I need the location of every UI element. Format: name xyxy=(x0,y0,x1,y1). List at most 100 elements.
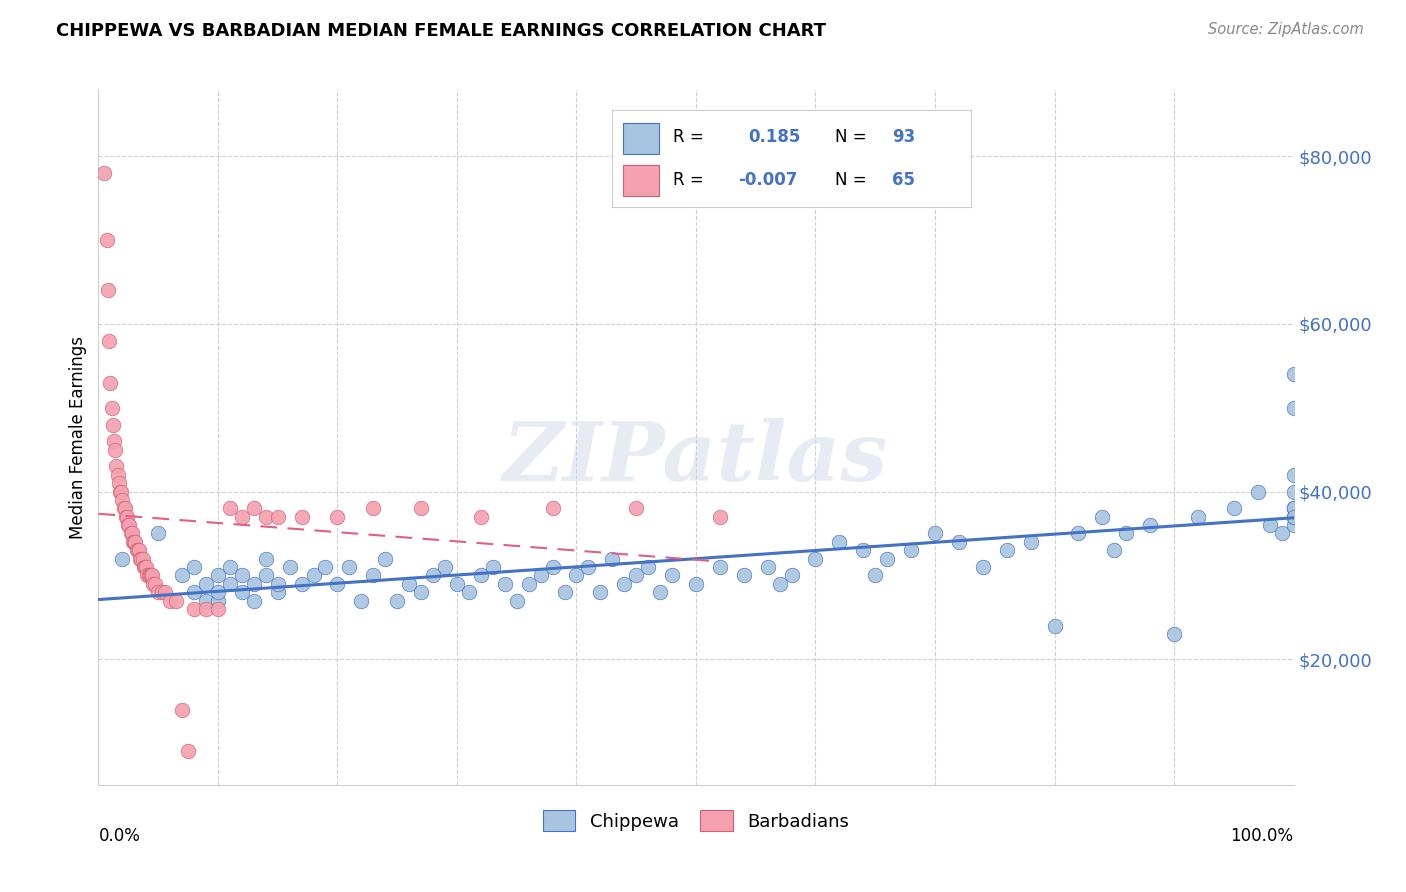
Point xyxy=(219,560,242,574)
Point xyxy=(254,568,277,582)
Point xyxy=(219,576,242,591)
Point xyxy=(110,484,132,499)
Point xyxy=(183,602,205,616)
Point xyxy=(995,543,1018,558)
Point xyxy=(112,501,135,516)
Point xyxy=(107,476,129,491)
Point xyxy=(1104,543,1126,558)
Point xyxy=(122,534,145,549)
Point xyxy=(1091,509,1114,524)
Point xyxy=(1115,526,1137,541)
Point xyxy=(780,568,803,582)
Point xyxy=(1282,401,1305,415)
Point xyxy=(506,593,529,607)
Point xyxy=(131,551,153,566)
Point xyxy=(177,744,200,758)
Point xyxy=(541,560,564,574)
Point xyxy=(1043,618,1066,632)
Point xyxy=(626,501,648,516)
Point xyxy=(115,509,138,524)
Point xyxy=(115,509,138,524)
Point xyxy=(231,568,253,582)
Point xyxy=(159,593,181,607)
Point xyxy=(278,560,301,574)
Point xyxy=(125,543,148,558)
Point xyxy=(183,585,205,599)
Point xyxy=(141,568,163,582)
Point xyxy=(565,568,588,582)
Point xyxy=(105,459,128,474)
Point xyxy=(121,526,143,541)
Point xyxy=(139,568,162,582)
Point xyxy=(865,568,887,582)
Point xyxy=(165,593,187,607)
Point xyxy=(207,602,229,616)
Point xyxy=(139,568,162,582)
Point xyxy=(131,551,153,566)
Point xyxy=(97,284,120,298)
Point xyxy=(374,551,396,566)
Point xyxy=(1282,501,1305,516)
Point xyxy=(207,585,229,599)
Point xyxy=(100,401,122,415)
Point xyxy=(339,560,361,574)
Point xyxy=(114,501,136,516)
Point xyxy=(120,526,142,541)
Point xyxy=(127,543,149,558)
Point xyxy=(98,376,122,390)
Point xyxy=(172,568,194,582)
Point xyxy=(124,534,146,549)
Point xyxy=(1282,509,1305,524)
Point xyxy=(219,501,242,516)
Point xyxy=(578,560,600,574)
Point xyxy=(315,560,337,574)
Point xyxy=(207,593,229,607)
Point xyxy=(148,585,170,599)
Point xyxy=(108,484,131,499)
Point xyxy=(602,551,624,566)
Point xyxy=(1067,526,1090,541)
Y-axis label: Median Female Earnings: Median Female Earnings xyxy=(69,335,87,539)
Point xyxy=(768,576,790,591)
Point xyxy=(626,568,648,582)
Point xyxy=(1139,518,1161,533)
Point xyxy=(385,593,409,607)
Text: 0.0%: 0.0% xyxy=(98,827,141,845)
Point xyxy=(243,593,266,607)
Point xyxy=(756,560,779,574)
Point xyxy=(267,509,290,524)
Point xyxy=(363,568,385,582)
Point xyxy=(481,560,505,574)
Point xyxy=(302,568,325,582)
Point xyxy=(291,509,314,524)
Point xyxy=(1271,526,1294,541)
Point xyxy=(104,442,127,457)
Point xyxy=(326,509,349,524)
Point xyxy=(1223,501,1246,516)
Point xyxy=(876,551,898,566)
Point xyxy=(231,585,253,599)
Point xyxy=(128,543,150,558)
Point xyxy=(1282,484,1305,499)
Point xyxy=(924,526,946,541)
Point xyxy=(446,576,468,591)
Point xyxy=(1187,509,1209,524)
Point xyxy=(136,568,159,582)
Point xyxy=(733,568,755,582)
Point xyxy=(948,534,970,549)
Point xyxy=(852,543,875,558)
Point xyxy=(1282,368,1305,382)
Point xyxy=(129,551,152,566)
Text: 100.0%: 100.0% xyxy=(1230,827,1294,845)
Point xyxy=(900,543,922,558)
Point xyxy=(117,518,139,533)
Point xyxy=(155,585,177,599)
Point xyxy=(148,526,170,541)
Point xyxy=(231,509,253,524)
Point xyxy=(470,568,492,582)
Point xyxy=(972,560,994,574)
Point xyxy=(124,534,146,549)
Point xyxy=(709,560,731,574)
Point xyxy=(1282,518,1305,533)
Point xyxy=(98,334,121,348)
